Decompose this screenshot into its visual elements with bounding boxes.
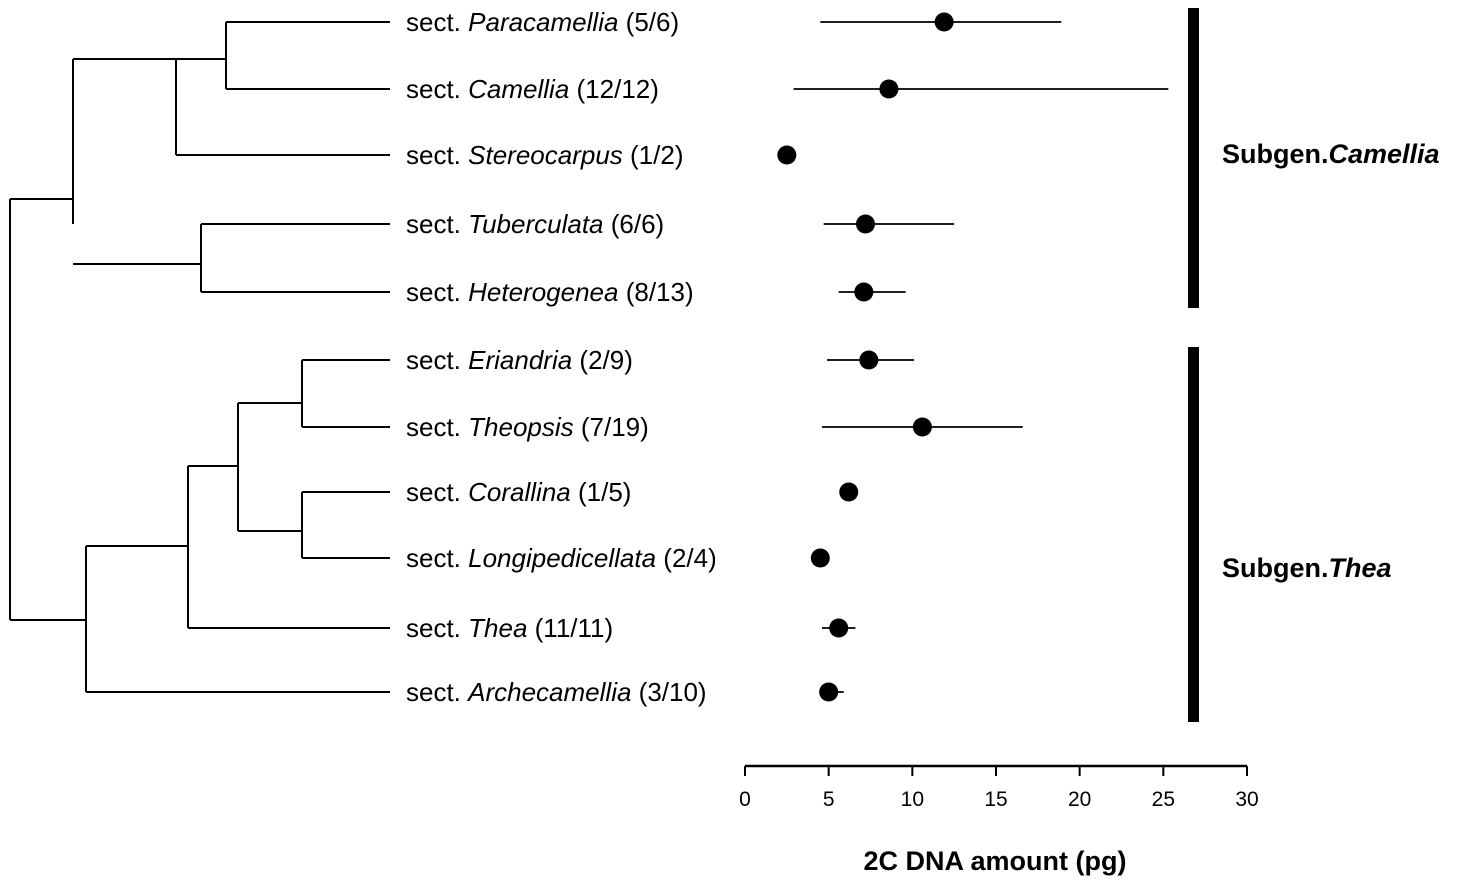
taxon-name: Heterogenea bbox=[468, 277, 618, 307]
x-tick-label-15: 15 bbox=[984, 788, 1007, 811]
taxon-label-eriandria: sect. Eriandria (2/9) bbox=[406, 345, 633, 375]
x-tick-label-5: 5 bbox=[823, 788, 835, 811]
taxon-prefix: sect. bbox=[406, 412, 468, 442]
taxon-name: Thea bbox=[468, 613, 527, 643]
taxon-label-archecamellia: sect. Archecamellia (3/10) bbox=[406, 677, 707, 707]
taxon-name: Theopsis bbox=[468, 412, 574, 442]
taxon-prefix: sect. bbox=[406, 7, 468, 37]
taxon-label-camellia: sect. Camellia (12/12) bbox=[406, 74, 659, 104]
subgenus-prefix: Subgen. bbox=[1222, 553, 1329, 583]
taxon-prefix: sect. bbox=[406, 345, 468, 375]
taxon-name: Paracamellia bbox=[468, 7, 618, 37]
taxon-name: Archecamellia bbox=[466, 677, 631, 707]
x-tick-label-0: 0 bbox=[739, 788, 751, 811]
subgenus-name: Camellia bbox=[1329, 139, 1440, 169]
taxon-labels: sect. Paracamellia (5/6)sect. Camellia (… bbox=[406, 7, 717, 707]
x-tick-label-10: 10 bbox=[901, 788, 924, 811]
subgenus-label-thea: Subgen.Thea bbox=[1222, 553, 1392, 583]
taxon-count: (6/6) bbox=[604, 209, 665, 239]
data-point-eriandria bbox=[859, 350, 879, 370]
taxon-label-theopsis: sect. Theopsis (7/19) bbox=[406, 412, 649, 442]
taxon-name: Corallina bbox=[468, 477, 571, 507]
x-axis: 2C DNA amount (pg) 0 5 10 15 20 25 30 bbox=[739, 764, 1259, 876]
subgenus-name: Thea bbox=[1329, 553, 1392, 583]
taxon-count: (2/4) bbox=[656, 543, 717, 573]
subgenus-bar-camellia bbox=[1188, 8, 1199, 308]
taxon-label-thea: sect. Thea (11/11) bbox=[406, 613, 613, 643]
data-point-thea bbox=[829, 618, 849, 638]
taxon-count: (1/2) bbox=[623, 140, 684, 170]
taxon-count: (8/13) bbox=[618, 277, 693, 307]
data-point-stereocarpus bbox=[777, 145, 797, 165]
x-tick-label-30: 30 bbox=[1235, 788, 1258, 811]
taxon-name: Stereocarpus bbox=[468, 140, 623, 170]
taxon-prefix: sect. bbox=[406, 74, 468, 104]
taxon-count: (2/9) bbox=[572, 345, 633, 375]
x-tick-label-20: 20 bbox=[1068, 788, 1091, 811]
data-point-archecamellia bbox=[819, 682, 839, 702]
taxon-prefix: sect. bbox=[406, 543, 468, 573]
data-point-corallina bbox=[839, 482, 859, 502]
taxon-prefix: sect. bbox=[406, 209, 468, 239]
taxon-label-paracamellia: sect. Paracamellia (5/6) bbox=[406, 7, 679, 37]
data-points bbox=[777, 12, 1169, 702]
taxon-count: (1/5) bbox=[571, 477, 632, 507]
taxon-name: Longipedicellata bbox=[468, 543, 656, 573]
x-axis-title: 2C DNA amount (pg) bbox=[864, 846, 1127, 876]
data-point-paracamellia bbox=[934, 12, 954, 32]
phylogenetic-tree bbox=[9, 21, 390, 693]
subgenus-label-camellia: Subgen.Camellia bbox=[1222, 139, 1440, 169]
subgenus-prefix: Subgen. bbox=[1222, 139, 1329, 169]
taxon-label-heterogenea: sect. Heterogenea (8/13) bbox=[406, 277, 694, 307]
data-point-camellia bbox=[879, 79, 899, 99]
taxon-prefix: sect. bbox=[406, 140, 468, 170]
x-tick-label-25: 25 bbox=[1152, 788, 1175, 811]
taxon-name: Eriandria bbox=[468, 345, 572, 375]
taxon-name: Camellia bbox=[468, 74, 569, 104]
taxon-count: (7/19) bbox=[574, 412, 649, 442]
taxon-count: (5/6) bbox=[618, 7, 679, 37]
taxon-label-tuberculata: sect. Tuberculata (6/6) bbox=[406, 209, 664, 239]
taxon-count: (3/10) bbox=[631, 677, 706, 707]
data-point-longipedicellata bbox=[810, 548, 830, 568]
taxon-name: Tuberculata bbox=[468, 209, 603, 239]
taxon-prefix: sect. bbox=[406, 677, 468, 707]
data-point-theopsis bbox=[912, 417, 932, 437]
subgenus-bar-thea bbox=[1188, 347, 1199, 722]
taxon-prefix: sect. bbox=[406, 613, 468, 643]
taxon-prefix: sect. bbox=[406, 277, 468, 307]
taxon-label-corallina: sect. Corallina (1/5) bbox=[406, 477, 631, 507]
taxon-label-longipedicellata: sect. Longipedicellata (2/4) bbox=[406, 543, 717, 573]
taxon-prefix: sect. bbox=[406, 477, 468, 507]
data-point-heterogenea bbox=[854, 282, 874, 302]
taxon-label-stereocarpus: sect. Stereocarpus (1/2) bbox=[406, 140, 683, 170]
taxon-count: (11/11) bbox=[527, 613, 613, 643]
data-point-tuberculata bbox=[855, 214, 875, 234]
taxon-count: (12/12) bbox=[569, 74, 659, 104]
